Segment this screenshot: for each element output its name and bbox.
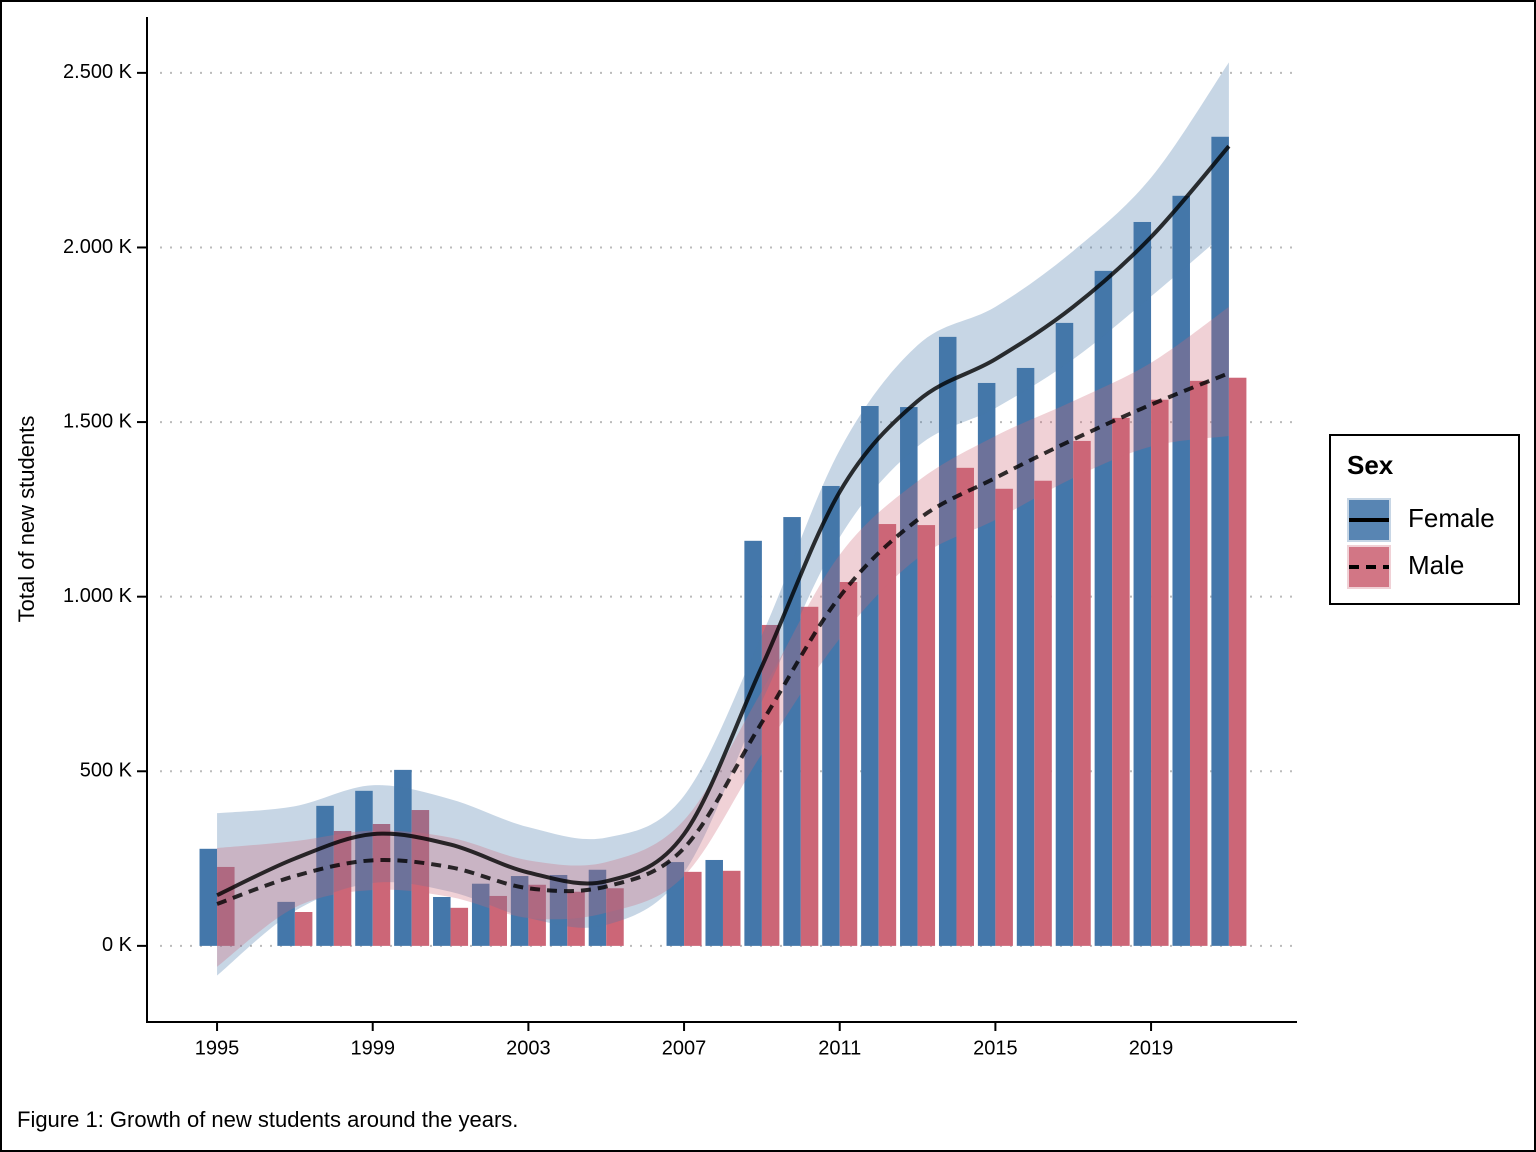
- bar: [606, 888, 624, 946]
- bar: [450, 907, 469, 946]
- axes: 0 K 500 K 1.000 K 1.500 K 2.000 K 2.500 K 1995…: [63, 17, 1297, 1059]
- bar: [783, 517, 801, 946]
- bar: [917, 525, 936, 946]
- bar: [1034, 480, 1052, 946]
- bar: [1055, 322, 1074, 946]
- bar: [1172, 195, 1190, 946]
- legend-title: Sex: [1347, 450, 1394, 480]
- bar: [277, 901, 295, 946]
- bar: [394, 769, 412, 946]
- bar: [355, 790, 373, 946]
- legend-label: Female: [1408, 503, 1495, 533]
- bar: [294, 912, 313, 946]
- x-tick-label: 2007: [662, 1037, 707, 1059]
- bar: [861, 406, 879, 946]
- bar: [878, 524, 897, 946]
- bar: [510, 876, 529, 946]
- x-tick-label: 1995: [195, 1037, 240, 1059]
- bar: [900, 407, 918, 946]
- x-tick-label: 2003: [506, 1037, 551, 1059]
- lines: [216, 144, 1231, 906]
- x-tick-label: 2015: [973, 1037, 1018, 1059]
- confidence-band: [217, 306, 1229, 967]
- bar: [1112, 417, 1130, 946]
- legend: Sex Female Male: [1329, 434, 1520, 605]
- bar: [705, 859, 723, 946]
- bar: [411, 810, 430, 946]
- bar: [549, 874, 568, 946]
- bar: [1016, 367, 1035, 946]
- x-tick-label: 2011: [818, 1037, 861, 1059]
- bar: [977, 382, 996, 946]
- bar: [489, 895, 507, 946]
- y-tick-label: 0 K: [102, 934, 133, 956]
- y-tick-label: 2.000 K: [63, 236, 133, 258]
- legend-label: Male: [1408, 550, 1464, 580]
- bar: [433, 896, 451, 946]
- caption: Figure 1: Growth of new students around …: [17, 1107, 518, 1132]
- ribbons: [217, 62, 1229, 976]
- y-tick-label: 500 K: [80, 760, 133, 782]
- bar: [684, 871, 702, 946]
- bar: [744, 540, 762, 946]
- bar: [567, 891, 585, 946]
- bar: [800, 606, 819, 946]
- bar: [333, 830, 352, 946]
- y-axis-title: Total of new students: [14, 416, 39, 623]
- bar: [666, 862, 685, 946]
- bar: [822, 485, 840, 946]
- bar: [956, 467, 974, 946]
- bar: [528, 884, 546, 946]
- bar: [1073, 440, 1091, 946]
- bar: [995, 488, 1013, 946]
- bars: [199, 136, 1247, 946]
- bar: [1133, 221, 1152, 946]
- confidence-band: [217, 62, 1229, 976]
- bar: [1151, 399, 1169, 946]
- x-tick-label: 1999: [350, 1037, 395, 1059]
- bar: [839, 582, 858, 946]
- y-tick-label: 2.500 K: [63, 61, 133, 83]
- bar: [1094, 270, 1113, 946]
- x-tick-label: 2019: [1129, 1037, 1174, 1059]
- bar: [1228, 377, 1247, 946]
- bar: [761, 624, 780, 946]
- bar: [722, 870, 741, 946]
- bar: [372, 824, 391, 946]
- bar: [316, 805, 334, 946]
- trend-line: [216, 371, 1230, 906]
- bar: [1211, 136, 1229, 946]
- y-tick-label: 1.000 K: [63, 585, 133, 607]
- bar: [1189, 380, 1208, 946]
- bar: [938, 336, 957, 946]
- bar: [471, 883, 490, 946]
- y-tick-label: 1.500 K: [63, 410, 133, 432]
- trend-line: [216, 144, 1231, 898]
- bar: [199, 848, 218, 946]
